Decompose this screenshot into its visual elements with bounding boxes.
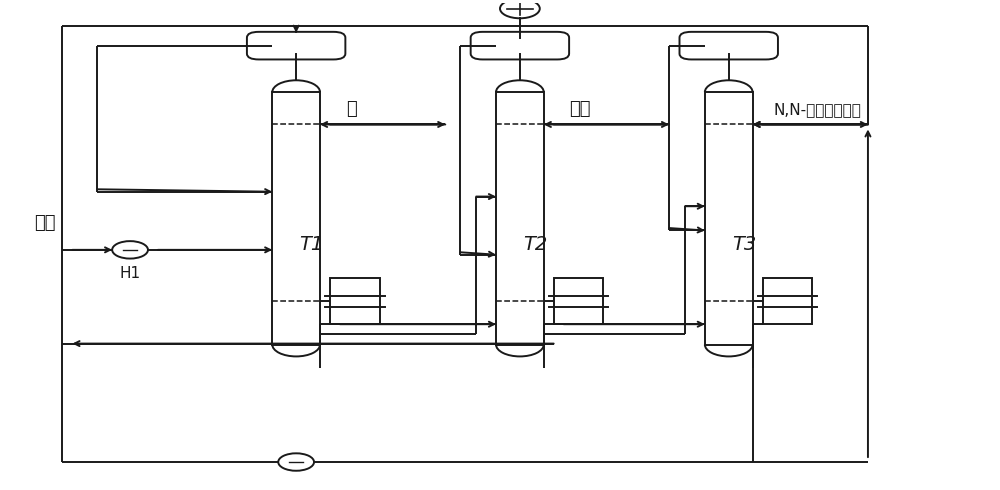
Bar — [496, 92, 544, 344]
Text: H1: H1 — [120, 267, 141, 281]
Text: 进料: 进料 — [35, 214, 56, 232]
Bar — [763, 278, 812, 324]
Text: 醋酸: 醋酸 — [570, 100, 591, 119]
Bar — [272, 92, 320, 344]
Text: T2: T2 — [523, 236, 547, 254]
Text: N,N-二甲基乙酰胺: N,N-二甲基乙酰胺 — [773, 102, 861, 117]
Bar — [705, 92, 753, 344]
Text: 水: 水 — [346, 100, 357, 119]
Bar — [554, 278, 603, 324]
Text: T1: T1 — [299, 236, 323, 254]
Text: T3: T3 — [732, 236, 756, 254]
Bar — [330, 278, 380, 324]
